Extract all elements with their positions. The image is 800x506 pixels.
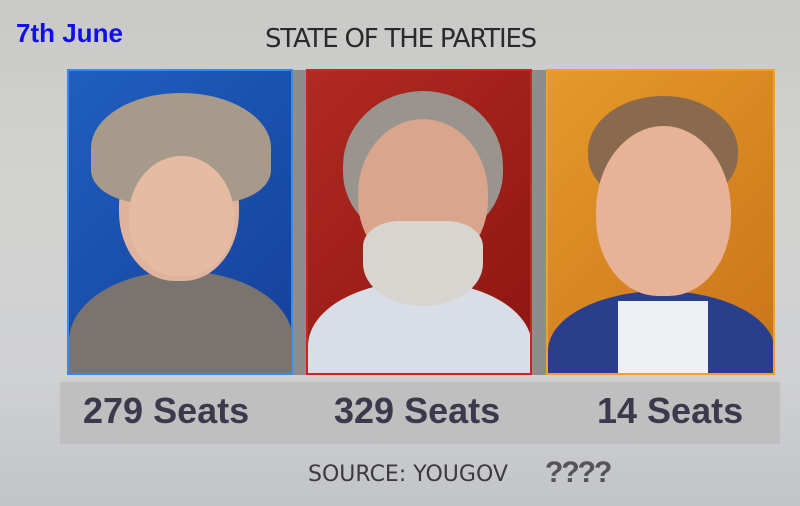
seats-band: [60, 382, 780, 444]
portrait-panel-1: [67, 69, 293, 375]
date-label: 7th June: [16, 18, 123, 48]
source-label: SOURCE: YOUGOV: [308, 462, 508, 487]
seats-label-3: 14 Seats: [597, 390, 744, 431]
portrait-beard: [363, 221, 483, 306]
portrait-shirt: [618, 301, 708, 373]
portrait-face: [129, 156, 234, 276]
portrait-panel-2: [306, 69, 532, 375]
question-marks-overlay: ????: [545, 456, 612, 489]
graphic-title: STATE OF THE PARTIES: [265, 24, 537, 54]
portrait-panel-3: [546, 69, 775, 375]
seats-label-2: 329 Seats: [334, 390, 501, 431]
portrait-body: [69, 271, 291, 373]
portrait-face: [596, 126, 731, 296]
seats-label-1: 279 Seats: [83, 390, 250, 431]
